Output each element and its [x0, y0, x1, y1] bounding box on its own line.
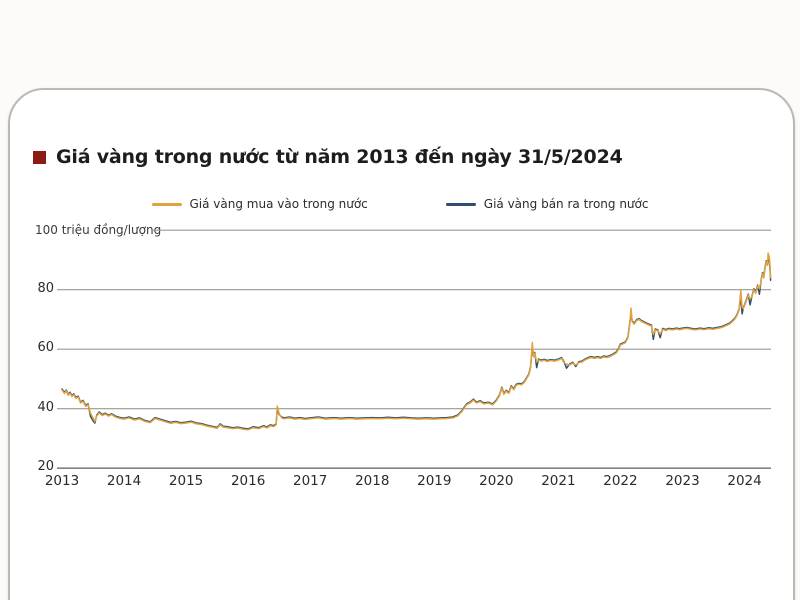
legend-swatch-buy-icon [151, 202, 182, 206]
x-tick-label-2016: 2016 [230, 473, 266, 489]
x-tick-label-2020: 2020 [479, 473, 514, 489]
x-tick-label-2017: 2017 [293, 473, 328, 489]
x-tick-label-2019: 2019 [417, 473, 452, 489]
y-axis-unit-label: 100 triệu đồng/lượng [35, 223, 162, 237]
x-tick-label-2014: 2014 [106, 473, 142, 489]
page-title: Giá vàng trong nước từ năm 2013 đến ngày… [56, 146, 623, 168]
legend-item-buy: Giá vàng mua vào trong nước [151, 197, 368, 211]
y-tick-label-40: 40 [37, 399, 54, 415]
x-tick-label-2023: 2023 [665, 473, 700, 489]
legend: Giá vàng mua vào trong nước Giá vàng bán… [0, 197, 800, 211]
x-tick-label-2024: 2024 [727, 473, 762, 489]
y-tick-label-80: 80 [37, 280, 54, 296]
legend-label-sell: Giá vàng bán ra trong nước [483, 197, 649, 211]
y-tick-label-60: 60 [37, 340, 54, 356]
x-tick-label-2013: 2013 [44, 473, 80, 489]
x-tick-label-2022: 2022 [603, 473, 638, 489]
x-tick-label-2015: 2015 [168, 473, 204, 489]
legend-label-buy: Giá vàng mua vào trong nước [189, 197, 368, 211]
x-tick-label-2018: 2018 [355, 473, 390, 489]
title-bullet-icon [33, 150, 46, 164]
x-tick-label-2021: 2021 [541, 473, 576, 489]
legend-swatch-sell-icon [445, 202, 476, 206]
legend-item-sell: Giá vàng bán ra trong nước [445, 197, 649, 211]
title-row: Giá vàng trong nước từ năm 2013 đến ngày… [33, 146, 623, 168]
y-tick-label-20: 20 [37, 459, 54, 475]
